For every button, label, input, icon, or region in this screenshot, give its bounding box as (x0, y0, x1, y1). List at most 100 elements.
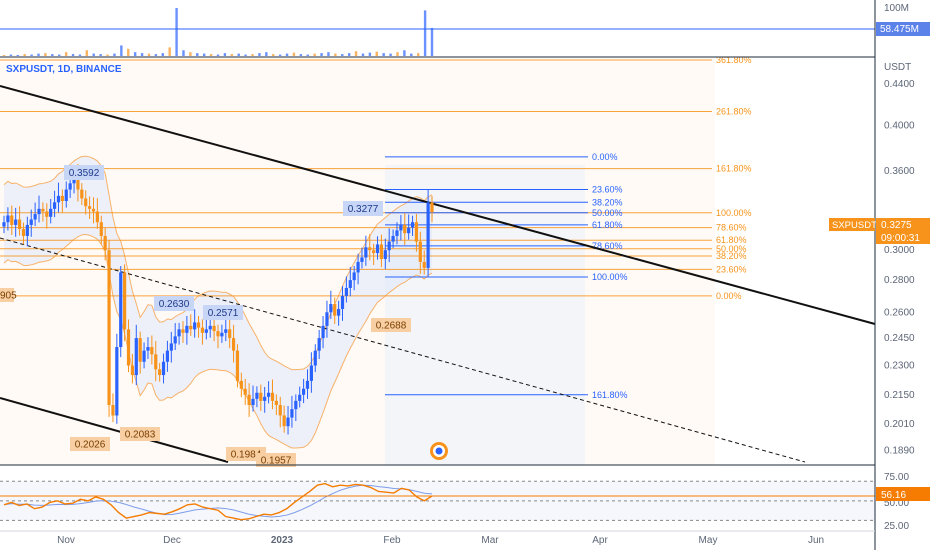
time-label: Nov (57, 535, 75, 546)
currency-label: USDT (884, 62, 911, 73)
candle-body (379, 244, 384, 259)
volume-bar (292, 52, 296, 56)
exchange-logo-icon[interactable] (430, 442, 448, 460)
volume-bar (140, 53, 144, 56)
candle-body (138, 338, 142, 362)
time-label: Dec (163, 535, 181, 546)
price-tick: 0.1890 (884, 446, 915, 457)
candle-body (259, 392, 263, 401)
rsi-tick-50: 50.00 (884, 498, 909, 509)
volume-bar (265, 52, 268, 56)
candle-body (95, 211, 99, 223)
candle-body (224, 329, 228, 333)
candle-body (220, 332, 224, 337)
volume-bar (99, 54, 102, 56)
volume-bar (133, 52, 137, 56)
volume-bar (382, 53, 385, 56)
candle-body (387, 241, 391, 251)
candle-body (76, 177, 80, 190)
volume-top-label: 100M (884, 3, 909, 14)
price-callout-label: 0.2571 (208, 308, 239, 319)
volume-bar (354, 51, 358, 56)
candle-body (231, 338, 236, 351)
time-axis-labels: Nov Dec 2023 Feb Mar Apr May Jun (57, 535, 824, 546)
candle-body (352, 272, 356, 281)
volume-bar (396, 52, 399, 56)
candle-body (52, 202, 57, 209)
fib-blue-label: 38.20% (592, 197, 623, 207)
time-label: Jun (808, 535, 824, 546)
candle-body (2, 222, 6, 227)
price-tick: 0.3000 (884, 245, 915, 256)
volume-bar (85, 50, 89, 56)
candle-body (329, 304, 333, 313)
rsi-band (0, 481, 875, 521)
candle-body (37, 208, 41, 215)
volume-bar (410, 53, 413, 56)
candle-body (251, 398, 255, 405)
fib-blue-label: 0.00% (592, 152, 618, 162)
candle-body (41, 208, 45, 212)
price-tick: 0.4000 (884, 120, 915, 131)
rsi-current-badge (876, 487, 930, 501)
candle-body (407, 227, 411, 234)
candle-body (123, 272, 127, 330)
price-callout-box (371, 318, 411, 332)
price-callout-box (154, 296, 194, 311)
candle-body (368, 247, 372, 251)
candle-body (399, 224, 403, 231)
fib-orange-label: 361.80% (716, 55, 752, 65)
volume-bar (64, 52, 68, 56)
volume-bar (209, 54, 213, 56)
volume-bar (44, 53, 47, 56)
volume-bar (258, 53, 261, 56)
candle-body (266, 392, 271, 397)
candle-body (313, 350, 317, 366)
volume-bar (37, 53, 40, 56)
current-symbol-badge (829, 218, 875, 231)
candlesticks[interactable] (2, 163, 434, 435)
candle-body (216, 331, 220, 337)
candle-body (165, 350, 170, 362)
candle-body (185, 325, 189, 333)
price-tick: 0.2010 (884, 419, 915, 430)
candle-body (383, 250, 387, 259)
volume-bar (182, 50, 185, 56)
candle-body (212, 325, 216, 332)
bollinger-bands (3, 155, 433, 449)
candle-body (80, 189, 84, 199)
volume-bar (375, 51, 378, 56)
candle-body (177, 329, 181, 337)
candle-body (111, 404, 115, 416)
rsi-tick-25: 25.00 (884, 521, 909, 532)
volume-bar (16, 55, 20, 56)
price-callout-label: 0.3592 (69, 168, 100, 179)
volume-bar (106, 54, 109, 56)
volume-bar (113, 53, 116, 56)
volume-bar (23, 54, 26, 56)
price-tick: 0.2450 (884, 333, 915, 344)
candle-body (286, 417, 290, 427)
volume-bar (299, 54, 303, 56)
current-symbol-label: SXPUSDT (832, 220, 877, 231)
fib-orange-label: 23.60% (716, 264, 747, 274)
price-callout-label: 0.2688 (376, 321, 407, 332)
candle-body (239, 380, 243, 389)
volume-bar (196, 53, 199, 56)
fib-orange-label: 161.80% (716, 164, 752, 174)
candle-body (49, 208, 53, 217)
candle-body (391, 235, 395, 242)
candle-body (247, 394, 251, 405)
candle-body (418, 241, 422, 262)
volume-bar (327, 52, 330, 56)
volume-bar (334, 53, 337, 56)
dashed-trendline (0, 237, 806, 463)
volume-bar (230, 54, 234, 56)
volume-bar (78, 54, 82, 56)
candle-body (309, 365, 313, 381)
candle-body (410, 222, 415, 228)
candle-body (21, 229, 26, 236)
band-upper (3, 155, 433, 371)
volume-bar (30, 54, 33, 56)
